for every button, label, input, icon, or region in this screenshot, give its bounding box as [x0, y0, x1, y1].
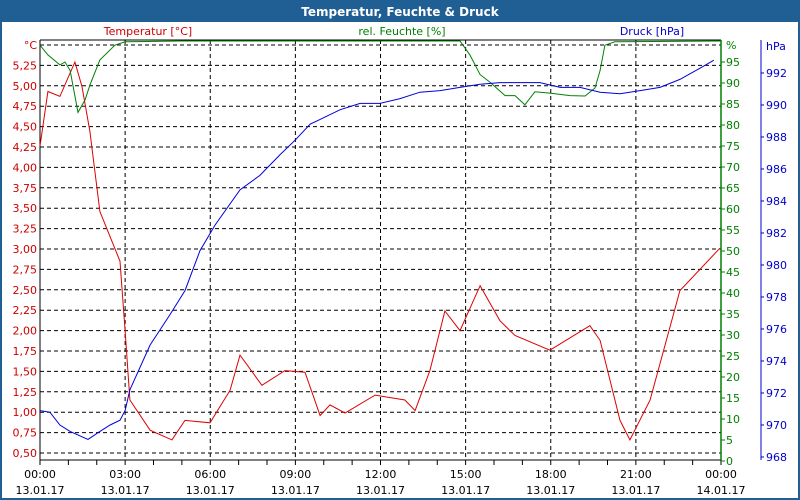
pressure-tick-label: 974 [766, 355, 787, 368]
x-tick-time: 03:00 [109, 468, 141, 481]
pressure-unit-label: hPa [766, 40, 786, 53]
humidity-tick-label: 85 [726, 98, 740, 111]
pressure-tick-label: 990 [766, 99, 787, 112]
humidity-tick-label: 90 [726, 77, 740, 90]
humidity-tick-label: 15 [726, 392, 740, 405]
temp-unit-label: °C [24, 39, 38, 52]
humidity-tick-label: 70 [726, 161, 740, 174]
pressure-tick-label: 978 [766, 291, 787, 304]
humidity-axis-title: rel. Feuchte [%] [358, 25, 445, 38]
x-tick-date: 13.01.17 [16, 484, 65, 497]
pressure-tick-label: 970 [766, 419, 787, 432]
temp-tick-label: 2,75 [13, 263, 38, 276]
pressure-tick-label: 976 [766, 323, 787, 336]
temp-tick-label: 2,50 [13, 284, 38, 297]
pressure-axis-title: Druck [hPa] [620, 25, 684, 38]
series-line-hum [39, 40, 722, 114]
pressure-tick-label: 968 [766, 451, 787, 464]
temp-tick-label: 2,25 [13, 304, 38, 317]
humidity-tick-label: 20 [726, 371, 740, 384]
humidity-tick-label: 60 [726, 203, 740, 216]
x-tick-time: 18:00 [535, 468, 567, 481]
humidity-tick-label: 45 [726, 266, 740, 279]
x-tick-date: 14.01.17 [697, 484, 746, 497]
pressure-tick-label: 986 [766, 163, 787, 176]
series-line-press [39, 59, 715, 440]
temp-tick-label: 3,00 [13, 243, 38, 256]
x-tick-time: 00:00 [24, 468, 56, 481]
pressure-tick-label: 992 [766, 67, 787, 80]
temp-tick-label: 2,00 [13, 325, 38, 338]
temp-tick-label: 5,25 [13, 59, 38, 72]
x-tick-time: 00:00 [705, 468, 737, 481]
temp-tick-label: 3,75 [13, 182, 38, 195]
x-tick-time: 21:00 [620, 468, 652, 481]
x-tick-time: 06:00 [194, 468, 226, 481]
temp-tick-label: 4,25 [13, 141, 38, 154]
temp-tick-label: 1,00 [13, 406, 38, 419]
chart-title: Temperatur, Feuchte & Druck [2, 2, 798, 22]
humidity-tick-label: 50 [726, 245, 740, 258]
temp-tick-label: 1,50 [13, 365, 38, 378]
pressure-tick-label: 980 [766, 259, 787, 272]
temp-tick-label: 0,50 [13, 447, 38, 460]
humidity-tick-label: 75 [726, 140, 740, 153]
humidity-tick-label: 0 [726, 455, 733, 468]
temp-tick-label: 3,25 [13, 223, 38, 236]
humidity-tick-label: 10 [726, 413, 740, 426]
humidity-tick-label: 65 [726, 182, 740, 195]
humidity-tick-label: 35 [726, 308, 740, 321]
temp-axis-title: Temperatur [°C] [103, 25, 192, 38]
humidity-tick-label: 95 [726, 56, 740, 69]
pressure-tick-label: 982 [766, 227, 787, 240]
temp-tick-label: 1,25 [13, 386, 38, 399]
humidity-tick-label: 30 [726, 329, 740, 342]
pressure-tick-label: 972 [766, 387, 787, 400]
humidity-unit-label: % [726, 39, 736, 52]
humidity-tick-label: 80 [726, 119, 740, 132]
x-tick-time: 15:00 [450, 468, 482, 481]
x-tick-time: 12:00 [365, 468, 397, 481]
x-tick-date: 13.01.17 [441, 484, 490, 497]
x-tick-date: 13.01.17 [611, 484, 660, 497]
x-tick-date: 13.01.17 [101, 484, 150, 497]
humidity-tick-label: 25 [726, 350, 740, 363]
series-line-temp [39, 60, 721, 442]
x-tick-date: 13.01.17 [271, 484, 320, 497]
humidity-tick-label: 40 [726, 287, 740, 300]
temp-tick-label: 4,75 [13, 100, 38, 113]
x-tick-time: 09:00 [280, 468, 312, 481]
humidity-tick-label: 5 [726, 434, 733, 447]
pressure-tick-label: 988 [766, 131, 787, 144]
x-tick-date: 13.01.17 [356, 484, 405, 497]
temp-tick-label: 3,50 [13, 202, 38, 215]
temp-tick-label: 1,75 [13, 345, 38, 358]
pressure-tick-label: 984 [766, 195, 787, 208]
temp-tick-label: 0,75 [13, 427, 38, 440]
x-tick-date: 13.01.17 [186, 484, 235, 497]
humidity-tick-label: 55 [726, 224, 740, 237]
temp-tick-label: 4,00 [13, 161, 38, 174]
temp-tick-label: 4,50 [13, 121, 38, 134]
temp-tick-label: 5,00 [13, 80, 38, 93]
x-tick-date: 13.01.17 [526, 484, 575, 497]
